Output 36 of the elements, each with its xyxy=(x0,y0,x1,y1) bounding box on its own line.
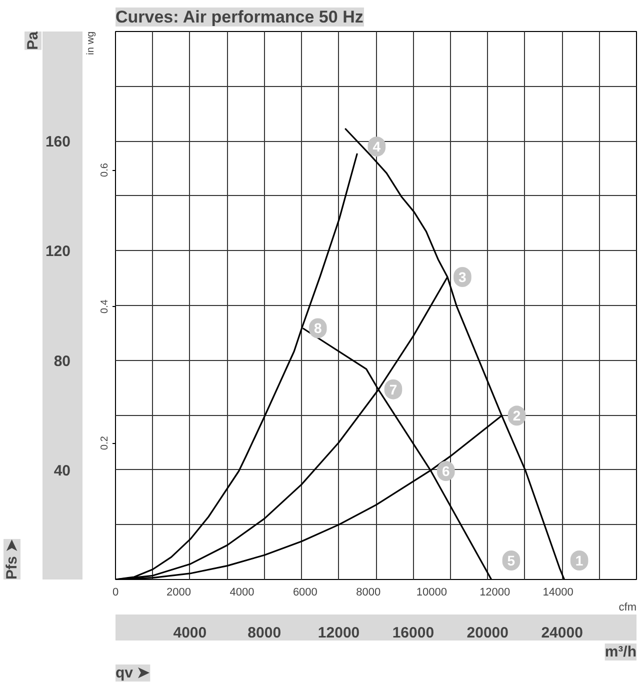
annotation: 1 xyxy=(575,552,584,568)
annotation: 4 xyxy=(372,138,381,155)
chart-title: Curves: Air performance 50 Hz xyxy=(116,8,364,26)
x2-tick-label: 4000 xyxy=(230,586,254,598)
y-tick-label: 80 xyxy=(54,352,71,370)
x2-tick-label: 6000 xyxy=(292,586,318,598)
x-tick-label: 4000 xyxy=(173,624,207,642)
annotation: 6 xyxy=(442,462,450,479)
y-tick-label: 160 xyxy=(45,134,71,151)
x-tick-label: 20000 xyxy=(466,624,509,642)
x2-tick-label: 12000 xyxy=(480,586,510,598)
x-axis-title: m³/h xyxy=(604,644,637,660)
y2-tick-label: 0.4 xyxy=(100,299,110,314)
x-tick-label: 8000 xyxy=(248,624,282,642)
annotation: 3 xyxy=(458,269,467,286)
y-tick-label: 40 xyxy=(54,462,71,480)
text: qv ➤ xyxy=(116,664,150,682)
x-tick-label: 24000 xyxy=(541,624,583,642)
x-tick-label: 12000 xyxy=(318,624,360,642)
y2-tick-label: 0.6 xyxy=(100,162,110,177)
x2-tick-label: 10000 xyxy=(416,586,447,598)
y2-tick-label: 0.2 xyxy=(100,436,110,450)
x-tick-label: 16000 xyxy=(392,624,434,642)
x2-tick-label: 0 xyxy=(112,586,119,598)
x2-tick-label: 14000 xyxy=(542,586,574,598)
y2-axis-title: in wg xyxy=(86,31,96,55)
y-axis-title: Pa xyxy=(24,30,42,50)
annotation: 8 xyxy=(314,320,322,336)
y-tick-label: 120 xyxy=(45,243,71,260)
annotation: 5 xyxy=(507,552,516,568)
x2-axis-title: cfm xyxy=(618,602,637,614)
text: Pfs ➤ xyxy=(4,538,20,580)
x2-tick-label: 2000 xyxy=(166,586,191,598)
annotation: 2 xyxy=(512,408,521,424)
annotation: 7 xyxy=(389,381,398,398)
x2-tick-label: 8000 xyxy=(356,586,381,598)
